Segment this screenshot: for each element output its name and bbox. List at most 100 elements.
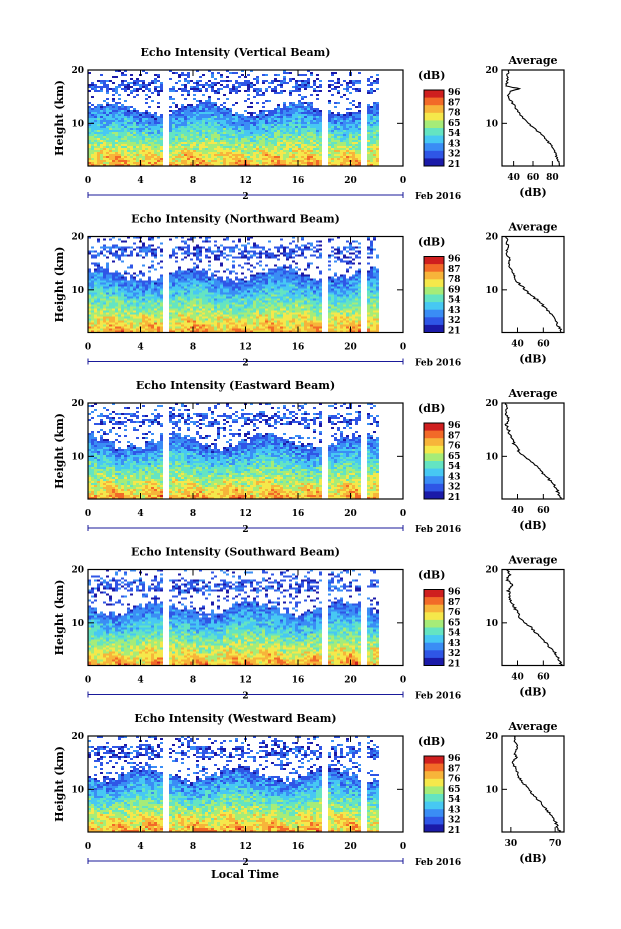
heatmap-cell	[139, 118, 142, 120]
heatmap-cell	[301, 132, 304, 134]
heatmap-cell	[103, 305, 106, 307]
heatmap-cell	[190, 279, 193, 281]
heatmap-cell	[328, 90, 331, 92]
heatmap-cell	[160, 88, 163, 90]
heatmap-cell	[310, 120, 313, 122]
heatmap-cell	[151, 130, 154, 132]
heatmap-cell	[160, 126, 163, 128]
heatmap-cell	[172, 285, 175, 287]
heatmap-cell	[127, 142, 130, 144]
heatmap-cell	[94, 154, 97, 156]
heatmap-cell	[181, 309, 184, 311]
heatmap-cell	[190, 86, 193, 88]
heatmap-cell	[187, 134, 190, 136]
heatmap-cell	[298, 114, 301, 116]
heatmap-cell	[217, 154, 220, 156]
heatmap-cell	[130, 74, 133, 76]
heatmap-cell	[94, 118, 97, 120]
heatmap-cell	[157, 279, 160, 281]
heatmap-cell	[304, 140, 307, 142]
heatmap-cell	[94, 283, 97, 285]
heatmap-cell	[196, 132, 199, 134]
heatmap-cell	[274, 112, 277, 114]
heatmap-cell	[250, 122, 253, 124]
heatmap-cell	[226, 311, 229, 313]
heatmap-cell	[181, 287, 184, 289]
heatmap-cell	[199, 277, 202, 279]
heatmap-cell	[211, 90, 214, 92]
heatmap-cell	[313, 136, 316, 138]
heatmap-cell	[235, 86, 238, 88]
heatmap-cell	[208, 142, 211, 144]
heatmap-cell	[370, 114, 373, 116]
heatmap-cell	[337, 102, 340, 104]
heatmap-cell	[172, 295, 175, 297]
heatmap-cell	[289, 150, 292, 152]
heatmap-cell	[232, 327, 235, 329]
heatmap-cell	[130, 106, 133, 108]
heatmap-cell	[286, 150, 289, 152]
heatmap-cell	[160, 277, 163, 279]
heatmap-cell	[340, 156, 343, 158]
heatmap-cell	[286, 136, 289, 138]
heatmap-cell	[328, 118, 331, 120]
heatmap-cell	[154, 144, 157, 146]
heatmap-cell	[91, 110, 94, 112]
heatmap-cell	[370, 136, 373, 138]
heatmap-cell	[154, 291, 157, 293]
heatmap-cell	[220, 116, 223, 118]
heatmap-cell	[139, 132, 142, 134]
heatmap-cell	[286, 118, 289, 120]
heatmap-cell	[343, 152, 346, 154]
heatmap-cell	[202, 315, 205, 317]
heatmap-cell	[370, 142, 373, 144]
heatmap-cell	[238, 158, 241, 160]
heatmap-cell	[112, 245, 115, 247]
heatmap-cell	[148, 239, 151, 241]
heatmap-cell	[220, 281, 223, 283]
heatmap-cell	[184, 114, 187, 116]
heatmap-cell	[277, 158, 280, 160]
heatmap-cell	[292, 160, 295, 162]
heatmap-cell	[178, 76, 181, 78]
heatmap-cell	[169, 122, 172, 124]
heatmap-cell	[127, 329, 130, 331]
heatmap-cell	[367, 78, 370, 80]
heatmap-cell	[220, 134, 223, 136]
heatmap-cell	[181, 301, 184, 303]
heatmap-cell	[310, 138, 313, 140]
heatmap-cell	[94, 88, 97, 90]
heatmap-cell	[250, 154, 253, 156]
heatmap-cell	[289, 90, 292, 92]
heatmap-cell	[217, 303, 220, 305]
heatmap-cell	[247, 74, 250, 76]
heatmap-cell	[187, 136, 190, 138]
heatmap-cell	[211, 76, 214, 78]
heatmap-cell	[214, 313, 217, 315]
heatmap-cell	[127, 299, 130, 301]
heatmap-cell	[133, 108, 136, 110]
heatmap-cell	[157, 74, 160, 76]
heatmap-cell	[316, 152, 319, 154]
heatmap-cell	[181, 74, 184, 76]
heatmap-cell	[307, 82, 310, 84]
heatmap-cell	[172, 329, 175, 331]
heatmap-cell	[334, 158, 337, 160]
heatmap-cell	[127, 291, 130, 293]
heatmap-cell	[205, 255, 208, 257]
heatmap-cell	[226, 148, 229, 150]
heatmap-cell	[112, 148, 115, 150]
heatmap-cell	[100, 319, 103, 321]
heatmap-cell	[232, 321, 235, 323]
heatmap-cell	[343, 124, 346, 126]
heatmap-cell	[229, 154, 232, 156]
heatmap-cell	[247, 160, 250, 162]
heatmap-cell	[223, 249, 226, 251]
heatmap-cell	[211, 309, 214, 311]
heatmap-cell	[373, 138, 376, 140]
heatmap-cell	[328, 134, 331, 136]
heatmap-cell	[283, 114, 286, 116]
heatmap-cell	[196, 321, 199, 323]
heatmap-cell	[370, 154, 373, 156]
heatmap-cell	[226, 84, 229, 86]
